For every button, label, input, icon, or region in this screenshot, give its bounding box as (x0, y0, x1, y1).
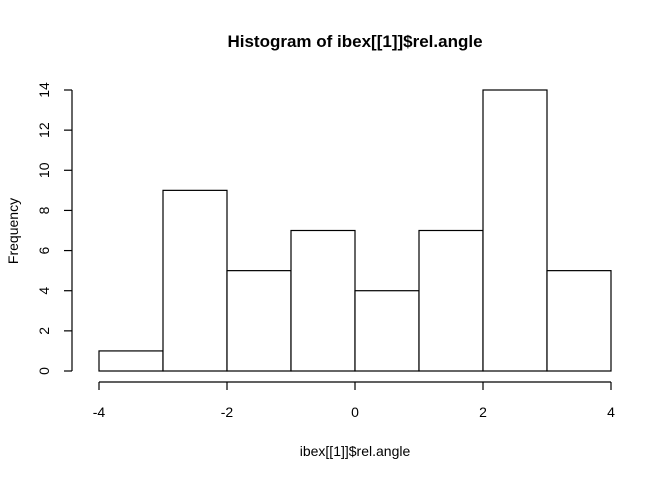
histogram-bar (162, 189, 228, 372)
x-tick-label: 0 (351, 404, 359, 420)
histogram-bar (290, 229, 356, 372)
y-tick-label: 6 (36, 246, 52, 254)
y-tick-label: 4 (36, 287, 52, 295)
histogram-bar (226, 270, 292, 372)
chart-title: Histogram of ibex[[1]]$rel.angle (227, 32, 482, 51)
histogram-bar (354, 290, 420, 372)
y-tick-label: 0 (36, 367, 52, 375)
histogram-bar (546, 270, 612, 372)
x-axis-title: ibex[[1]]$rel.angle (300, 443, 411, 459)
x-tick-label: -2 (221, 404, 234, 420)
x-axis: -4 -2 0 2 4 (93, 381, 615, 420)
x-tick-label: 2 (479, 404, 487, 420)
y-tick-label: 2 (36, 327, 52, 335)
bars-group (98, 89, 612, 372)
histogram-bar (418, 229, 484, 372)
y-tick-label: 12 (36, 122, 52, 138)
y-axis: 0 2 4 6 8 10 12 14 (36, 82, 73, 375)
y-axis-title: Frequency (5, 198, 21, 264)
histogram-bar (482, 89, 548, 372)
y-tick-label: 10 (36, 162, 52, 178)
x-tick-label: -4 (93, 404, 106, 420)
y-tick-label: 14 (36, 82, 52, 98)
histogram-bar (98, 350, 164, 372)
y-tick-label: 8 (36, 206, 52, 214)
x-tick-label: 4 (607, 404, 615, 420)
